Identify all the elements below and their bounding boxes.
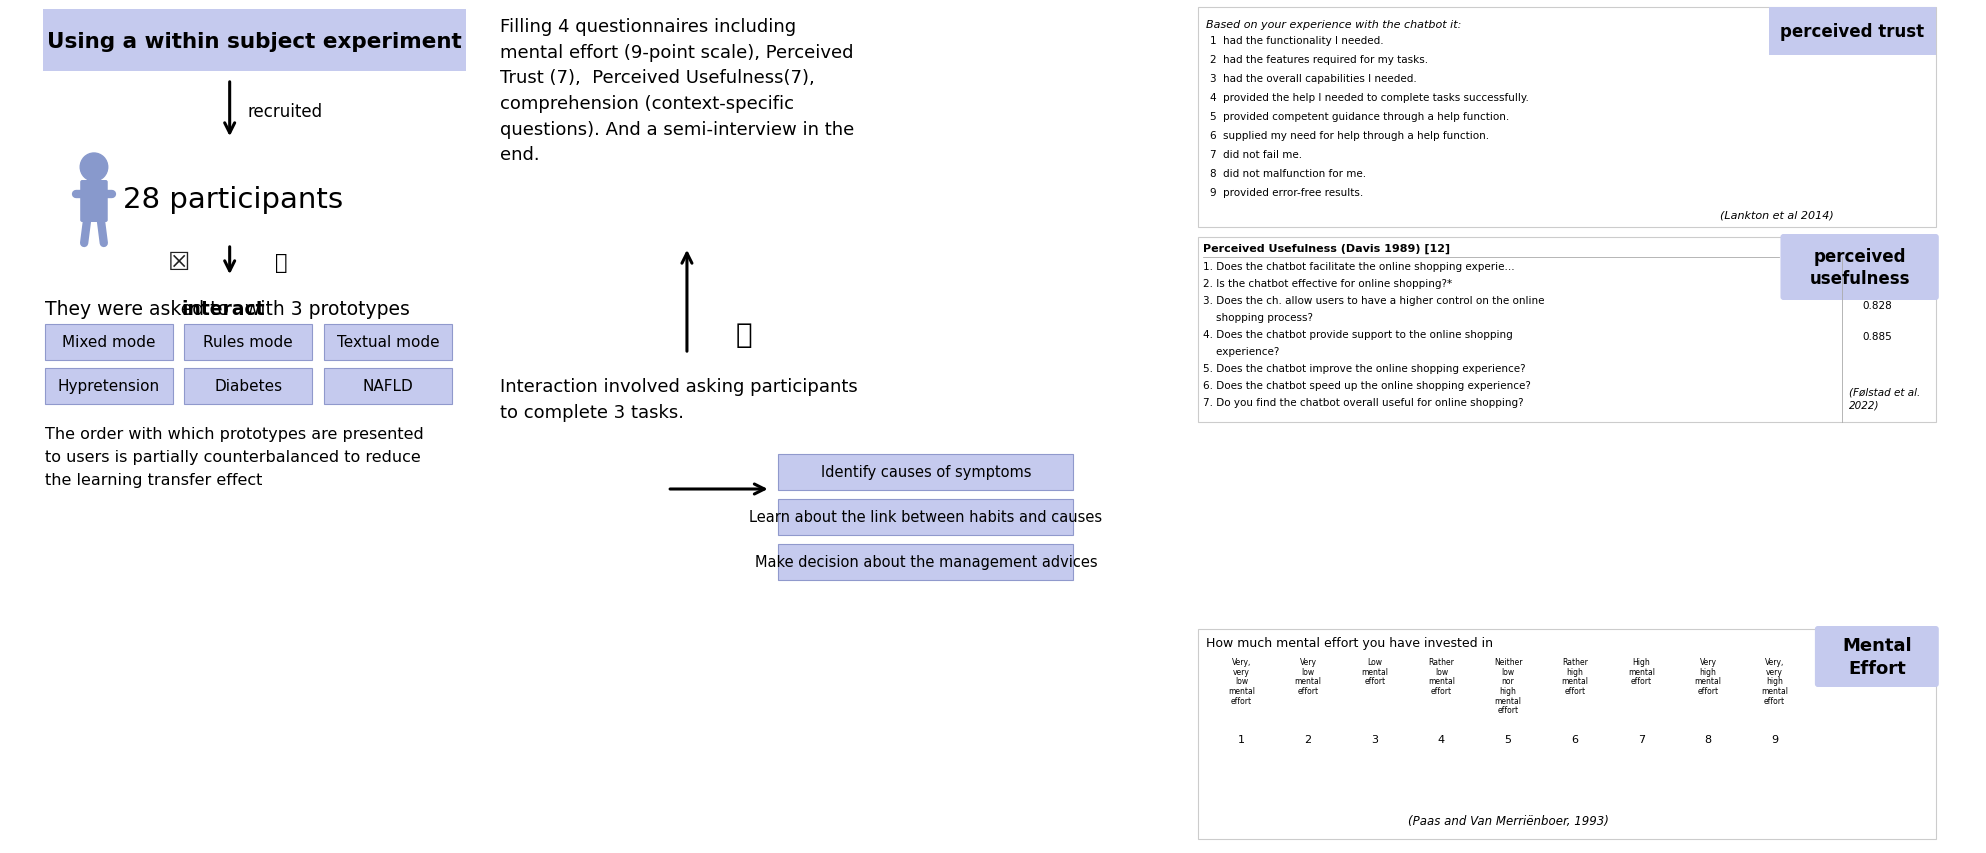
Text: 2: 2 bbox=[1209, 55, 1215, 65]
Text: recruited: recruited bbox=[248, 103, 322, 121]
Text: Low
mental
effort: Low mental effort bbox=[1360, 657, 1388, 686]
Text: supplied my need for help through a help function.: supplied my need for help through a help… bbox=[1223, 131, 1490, 141]
FancyBboxPatch shape bbox=[46, 325, 173, 361]
FancyBboxPatch shape bbox=[79, 181, 107, 223]
Text: 0.828: 0.828 bbox=[1863, 300, 1893, 310]
Text: 6: 6 bbox=[1571, 734, 1579, 744]
Text: 7: 7 bbox=[1638, 734, 1644, 744]
Text: 1: 1 bbox=[1237, 734, 1245, 744]
Text: How much mental effort you have invested in: How much mental effort you have invested… bbox=[1206, 636, 1493, 650]
Text: Very
high
mental
effort: Very high mental effort bbox=[1694, 657, 1722, 695]
Text: with 3 prototypes: with 3 prototypes bbox=[238, 300, 409, 319]
FancyBboxPatch shape bbox=[1815, 626, 1938, 688]
FancyBboxPatch shape bbox=[779, 455, 1072, 490]
Text: 3: 3 bbox=[1370, 734, 1378, 744]
Text: 7: 7 bbox=[1209, 150, 1215, 160]
Text: 🔍: 🔍 bbox=[274, 252, 288, 273]
Text: Very,
very
high
mental
effort: Very, very high mental effort bbox=[1762, 657, 1787, 705]
Text: did not fail me.: did not fail me. bbox=[1223, 150, 1303, 160]
FancyBboxPatch shape bbox=[324, 368, 453, 404]
Text: Very
low
mental
effort: Very low mental effort bbox=[1295, 657, 1321, 695]
Text: 28 participants: 28 participants bbox=[123, 186, 344, 214]
Text: The order with which prototypes are presented
to users is partially counterbalan: The order with which prototypes are pres… bbox=[46, 426, 423, 487]
Text: Rules mode: Rules mode bbox=[203, 335, 294, 350]
FancyBboxPatch shape bbox=[44, 10, 465, 72]
FancyBboxPatch shape bbox=[46, 368, 173, 404]
Text: Rather
high
mental
effort: Rather high mental effort bbox=[1561, 657, 1589, 695]
Text: experience?: experience? bbox=[1204, 346, 1279, 357]
Text: High
mental
effort: High mental effort bbox=[1629, 657, 1654, 686]
Text: Textual mode: Textual mode bbox=[338, 335, 439, 350]
FancyBboxPatch shape bbox=[185, 325, 312, 361]
Text: They were asked to: They were asked to bbox=[46, 300, 234, 319]
Text: (Følstad et al.
2022): (Følstad et al. 2022) bbox=[1849, 387, 1920, 410]
FancyBboxPatch shape bbox=[1198, 8, 1936, 228]
Text: Learn about the link between habits and causes: Learn about the link between habits and … bbox=[749, 510, 1102, 525]
Text: Hypretension: Hypretension bbox=[58, 379, 159, 394]
Text: had the overall capabilities I needed.: had the overall capabilities I needed. bbox=[1223, 74, 1416, 84]
FancyBboxPatch shape bbox=[1770, 8, 1936, 56]
FancyBboxPatch shape bbox=[1198, 630, 1936, 839]
Text: 6: 6 bbox=[1209, 131, 1215, 141]
Text: had the functionality I needed.: had the functionality I needed. bbox=[1223, 36, 1384, 46]
Text: (Lankton et al 2014): (Lankton et al 2014) bbox=[1720, 211, 1833, 221]
Text: 1: 1 bbox=[1209, 36, 1215, 46]
Text: NAFLD: NAFLD bbox=[363, 379, 413, 394]
Text: 2: 2 bbox=[1305, 734, 1311, 744]
Text: provided error-free results.: provided error-free results. bbox=[1223, 188, 1362, 198]
Text: 5: 5 bbox=[1505, 734, 1511, 744]
Text: 0.885: 0.885 bbox=[1863, 332, 1893, 341]
FancyBboxPatch shape bbox=[324, 325, 453, 361]
FancyBboxPatch shape bbox=[185, 368, 312, 404]
Text: 6. Does the chatbot speed up the online shopping experience?: 6. Does the chatbot speed up the online … bbox=[1204, 380, 1531, 391]
Text: 🎤: 🎤 bbox=[735, 321, 753, 349]
Text: 1. Does the chatbot facilitate the online shopping experie...: 1. Does the chatbot facilitate the onlin… bbox=[1204, 262, 1515, 272]
Text: Perceived Usefulness (Davis 1989) [12]: Perceived Usefulness (Davis 1989) [12] bbox=[1204, 244, 1450, 254]
Text: Mental
Effort: Mental Effort bbox=[1843, 636, 1913, 676]
FancyBboxPatch shape bbox=[779, 499, 1072, 536]
Text: Interaction involved asking participants
to complete 3 tasks.: Interaction involved asking participants… bbox=[500, 378, 858, 421]
Text: 5: 5 bbox=[1209, 112, 1215, 122]
Text: ☒: ☒ bbox=[167, 251, 191, 275]
Text: 4: 4 bbox=[1438, 734, 1446, 744]
FancyBboxPatch shape bbox=[1781, 235, 1938, 300]
Text: provided competent guidance through a help function.: provided competent guidance through a he… bbox=[1223, 112, 1509, 122]
Text: 7. Do you find the chatbot overall useful for online shopping?: 7. Do you find the chatbot overall usefu… bbox=[1204, 397, 1523, 408]
Text: 8: 8 bbox=[1704, 734, 1712, 744]
Text: Based on your experience with the chatbot it:: Based on your experience with the chatbo… bbox=[1206, 20, 1462, 30]
Text: 4. Does the chatbot provide support to the online shopping: 4. Does the chatbot provide support to t… bbox=[1204, 329, 1513, 339]
Text: 9: 9 bbox=[1772, 734, 1777, 744]
Text: shopping process?: shopping process? bbox=[1204, 313, 1313, 322]
Text: 2. Is the chatbot effective for online shopping?*: 2. Is the chatbot effective for online s… bbox=[1204, 279, 1452, 288]
Text: 8: 8 bbox=[1209, 169, 1215, 179]
FancyBboxPatch shape bbox=[779, 544, 1072, 580]
Text: 5. Does the chatbot improve the online shopping experience?: 5. Does the chatbot improve the online s… bbox=[1204, 363, 1525, 374]
Circle shape bbox=[79, 154, 107, 182]
Text: had the features required for my tasks.: had the features required for my tasks. bbox=[1223, 55, 1428, 65]
Text: perceived trust: perceived trust bbox=[1779, 23, 1924, 41]
Text: provided the help I needed to complete tasks successfully.: provided the help I needed to complete t… bbox=[1223, 93, 1529, 103]
Text: Filling 4 questionnaires including
mental effort (9-point scale), Perceived
Trus: Filling 4 questionnaires including menta… bbox=[500, 18, 854, 165]
Text: Make decision about the management advices: Make decision about the management advic… bbox=[755, 554, 1096, 570]
Text: perceived
usefulness: perceived usefulness bbox=[1809, 247, 1911, 287]
Text: interact: interact bbox=[181, 300, 264, 319]
FancyBboxPatch shape bbox=[1198, 238, 1936, 422]
Text: Mixed mode: Mixed mode bbox=[62, 335, 155, 350]
Text: did not malfunction for me.: did not malfunction for me. bbox=[1223, 169, 1366, 179]
Text: Identify causes of symptoms: Identify causes of symptoms bbox=[820, 465, 1031, 480]
Text: Neither
low
nor
high
mental
effort: Neither low nor high mental effort bbox=[1493, 657, 1523, 715]
Text: 9: 9 bbox=[1209, 188, 1215, 198]
Text: 4: 4 bbox=[1209, 93, 1215, 103]
Text: Very,
very
low
mental
effort: Very, very low mental effort bbox=[1227, 657, 1255, 705]
Text: 3: 3 bbox=[1209, 74, 1215, 84]
Text: Using a within subject experiment: Using a within subject experiment bbox=[48, 32, 461, 52]
Text: (Paas and Van Merriënboer, 1993): (Paas and Van Merriënboer, 1993) bbox=[1408, 815, 1609, 827]
Text: Diabetes: Diabetes bbox=[214, 379, 282, 394]
Text: Rather
low
mental
effort: Rather low mental effort bbox=[1428, 657, 1456, 695]
Text: 3. Does the ch. allow users to have a higher control on the online: 3. Does the ch. allow users to have a hi… bbox=[1204, 296, 1545, 305]
